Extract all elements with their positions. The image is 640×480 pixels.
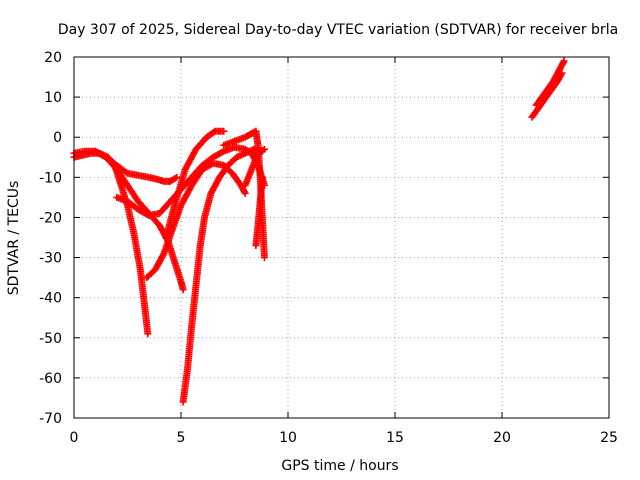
series-track-10 bbox=[252, 173, 266, 250]
x-tick-label: 15 bbox=[386, 430, 404, 446]
y-tick-label: -30 bbox=[39, 251, 62, 267]
y-tick-label: -40 bbox=[39, 291, 62, 307]
y-tick-label: -10 bbox=[39, 170, 62, 186]
y-tick-label: 20 bbox=[44, 50, 62, 66]
data-series bbox=[70, 57, 568, 406]
y-tick-label: -60 bbox=[39, 371, 62, 387]
x-tick-label: 20 bbox=[493, 430, 511, 446]
axes: 0 5 10 15 20 25 -70 -60 -50 -40 -30 -20 -10 0 10 20 bbox=[39, 50, 618, 446]
y-axis-label: SDTVAR / TECUs bbox=[6, 181, 22, 296]
y-tick-label: 0 bbox=[53, 130, 62, 146]
plot-frame bbox=[73, 56, 610, 419]
x-tick-label: 5 bbox=[177, 430, 186, 446]
chart-title: Day 307 of 2025, Sidereal Day-to-day VTE… bbox=[58, 22, 618, 38]
grid bbox=[74, 57, 609, 418]
series-track-12 bbox=[532, 57, 568, 109]
x-tick-label: 0 bbox=[70, 430, 79, 446]
y-tick-label: -50 bbox=[39, 331, 62, 347]
y-tick-label: -70 bbox=[39, 411, 62, 427]
x-tick-label: 10 bbox=[279, 430, 297, 446]
y-tick-label: -20 bbox=[39, 210, 62, 226]
x-axis-label: GPS time / hours bbox=[281, 458, 398, 474]
y-tick-label: 10 bbox=[44, 90, 62, 106]
x-tick-label: 25 bbox=[600, 430, 618, 446]
